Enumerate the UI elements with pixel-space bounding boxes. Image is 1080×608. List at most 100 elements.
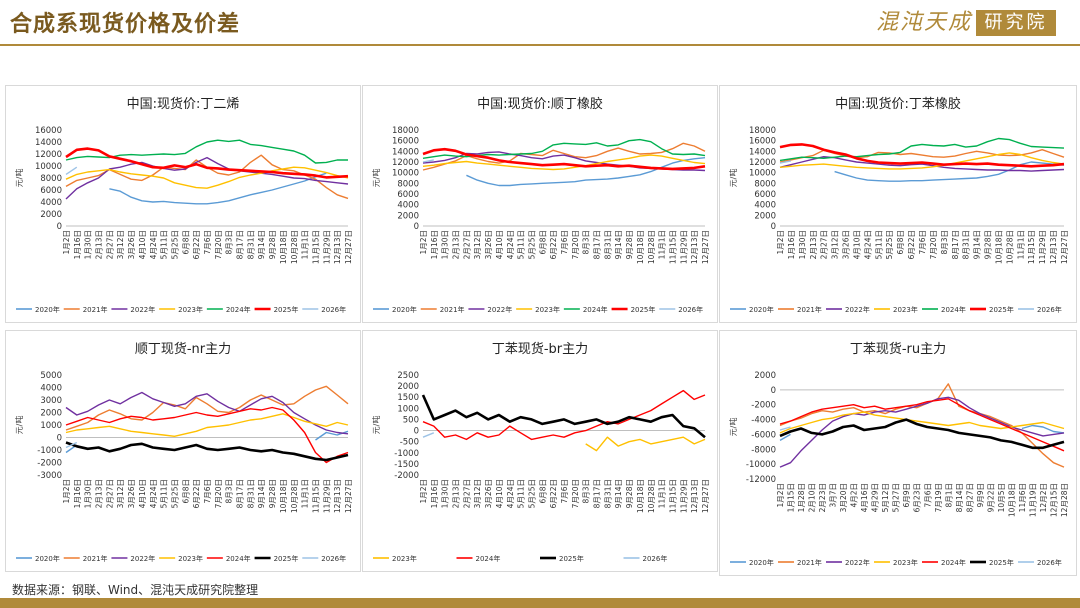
legend-entry: 2025年 bbox=[559, 554, 584, 563]
x-tick-label: 6月22日 bbox=[192, 230, 201, 259]
legend-entry: 2025年 bbox=[989, 558, 1014, 567]
series-line bbox=[779, 411, 1065, 434]
legend-entry: 2024年 bbox=[941, 305, 966, 314]
x-tick-label: 2月27日 bbox=[105, 230, 114, 259]
y-axis-label: 元/吨 bbox=[14, 416, 24, 435]
x-tick-label: 8月17日 bbox=[236, 479, 245, 508]
x-tick-label: 11月15日 bbox=[1027, 230, 1036, 264]
legend-entry: 2022年 bbox=[130, 554, 155, 563]
x-tick-label: 3月12日 bbox=[831, 230, 840, 259]
y-tick-label: -2000 bbox=[751, 401, 776, 411]
x-tick-label: 4月2日 bbox=[850, 483, 859, 508]
series-line bbox=[422, 389, 706, 441]
x-tick-label: 8月31日 bbox=[246, 230, 255, 259]
x-tick-label: 5月25日 bbox=[527, 230, 536, 259]
x-tick-label: 7月20日 bbox=[929, 230, 938, 259]
x-tick-label: 2月10日 bbox=[808, 483, 817, 512]
x-tick-label: 3月20日 bbox=[839, 483, 848, 512]
legend-entry: 2026年 bbox=[643, 554, 668, 563]
y-axis-label: 元/吨 bbox=[728, 418, 738, 437]
legend-entry: 2026年 bbox=[1037, 305, 1062, 314]
x-tick-label: 2月13日 bbox=[452, 230, 461, 259]
x-tick-label: 5月11日 bbox=[160, 479, 169, 508]
legend-entry: 2024年 bbox=[226, 305, 251, 314]
x-tick-label: 1月30日 bbox=[441, 230, 450, 259]
y-tick-label: 1000 bbox=[397, 404, 419, 414]
legend-entry: 2024年 bbox=[226, 554, 251, 563]
x-tick-label: 1月2日 bbox=[776, 483, 785, 508]
y-tick-label: 2000 bbox=[754, 211, 776, 221]
y-tick-label: 14000 bbox=[749, 147, 776, 157]
x-tick-label: 2月27日 bbox=[820, 230, 829, 259]
x-tick-label: 7月20日 bbox=[214, 230, 223, 259]
x-tick-label: 8月3日 bbox=[225, 230, 234, 255]
x-tick-label: 4月10日 bbox=[138, 479, 147, 508]
y-tick-label: 3000 bbox=[40, 396, 62, 406]
y-tick-label: 18000 bbox=[392, 126, 419, 136]
y-tick-label: -6000 bbox=[751, 430, 776, 440]
x-tick-label: 9月14日 bbox=[257, 479, 266, 508]
x-tick-label: 11月29日 bbox=[679, 230, 688, 264]
x-tick-label: 10月18日 bbox=[279, 230, 288, 264]
x-tick-label: 9月28日 bbox=[984, 230, 993, 259]
series-line bbox=[65, 154, 349, 200]
x-tick-label: 3月26日 bbox=[127, 230, 136, 259]
y-tick-label: 4000 bbox=[40, 198, 62, 208]
x-tick-label: 12月13日 bbox=[690, 479, 699, 513]
x-tick-label: 11月29日 bbox=[322, 479, 331, 513]
x-tick-label: 4月10日 bbox=[138, 230, 147, 259]
y-tick-label: 0 bbox=[57, 434, 62, 444]
y-tick-label: 4000 bbox=[40, 384, 62, 394]
x-tick-label: 3月12日 bbox=[473, 479, 482, 508]
y-tick-label: 0 bbox=[771, 222, 776, 232]
y-tick-label: 8000 bbox=[40, 174, 62, 184]
x-tick-label: 8月3日 bbox=[225, 479, 234, 504]
x-tick-label: 2月13日 bbox=[95, 230, 104, 259]
logo-badge: 研究院 bbox=[976, 10, 1056, 36]
series-line bbox=[779, 398, 1065, 452]
x-tick-label: 12月27日 bbox=[1060, 230, 1069, 264]
x-tick-label: 11月29日 bbox=[1038, 230, 1047, 264]
x-tick-label: 10月18日 bbox=[279, 479, 288, 513]
x-tick-label: 9月22日 bbox=[986, 483, 995, 512]
legend-entry: 2021年 bbox=[797, 558, 822, 567]
x-tick-label: 4月10日 bbox=[495, 479, 504, 508]
y-tick-label: 6000 bbox=[397, 190, 419, 200]
series-line bbox=[779, 418, 1065, 450]
x-tick-label: 8月17日 bbox=[951, 230, 960, 259]
x-tick-label: 9月28日 bbox=[625, 479, 634, 508]
chart-panel-sbr-rubber: 中国:现货价:丁苯橡胶 元/吨 0 2000 4000 6000 8000 10000 1200… bbox=[719, 85, 1077, 323]
series-line bbox=[779, 156, 1065, 172]
x-tick-label: 5月27日 bbox=[892, 483, 901, 512]
x-tick-label: 8月3日 bbox=[940, 230, 949, 255]
series-line bbox=[65, 413, 349, 437]
series-line bbox=[422, 147, 706, 171]
x-tick-label: 3月26日 bbox=[127, 479, 136, 508]
series-line bbox=[779, 396, 1065, 468]
x-tick-label: 8月31日 bbox=[603, 230, 612, 259]
x-tick-label: 7月6日 bbox=[203, 479, 212, 504]
y-tick-label: 1500 bbox=[397, 393, 419, 403]
x-tick-label: 10月28日 bbox=[1005, 230, 1014, 264]
legend-entry: 2026年 bbox=[321, 554, 346, 563]
x-tick-label: 10月18日 bbox=[1007, 483, 1016, 517]
x-tick-label: 7月20日 bbox=[571, 230, 580, 259]
x-tick-label: 5月11日 bbox=[874, 230, 883, 259]
series-line bbox=[65, 166, 349, 189]
chart-panel-br-nr-spread: 顺丁现货-nr主力 元/吨 -3000 -2000 -1000 0 1000 2000 3000… bbox=[5, 330, 361, 572]
x-tick-label: 12月15日 bbox=[1049, 483, 1058, 517]
x-tick-label: 11月15日 bbox=[311, 479, 320, 513]
x-tick-label: 8月31日 bbox=[962, 230, 971, 259]
chart-panel-sbr-br-spread: 丁苯现货-br主力 元/吨 -2000 -1500 -1000 -500 0 500 1000 1… bbox=[362, 330, 718, 572]
y-tick-label: 4000 bbox=[397, 201, 419, 211]
series-line bbox=[466, 157, 706, 187]
x-tick-label: 6月22日 bbox=[549, 479, 558, 508]
x-tick-label: 4月24日 bbox=[506, 230, 515, 259]
legend-entry: 2022年 bbox=[845, 305, 870, 314]
x-tick-label: 11月15日 bbox=[668, 230, 677, 264]
y-tick-label: 0 bbox=[414, 222, 419, 232]
y-tick-label: 12000 bbox=[35, 150, 62, 160]
y-tick-label: 0 bbox=[414, 427, 419, 437]
x-tick-label: 6月8日 bbox=[181, 230, 190, 255]
chart-panel-br-rubber: 中国:现货价:顺丁橡胶 元/吨 0 2000 4000 6000 8000 10000 1200… bbox=[362, 85, 718, 323]
